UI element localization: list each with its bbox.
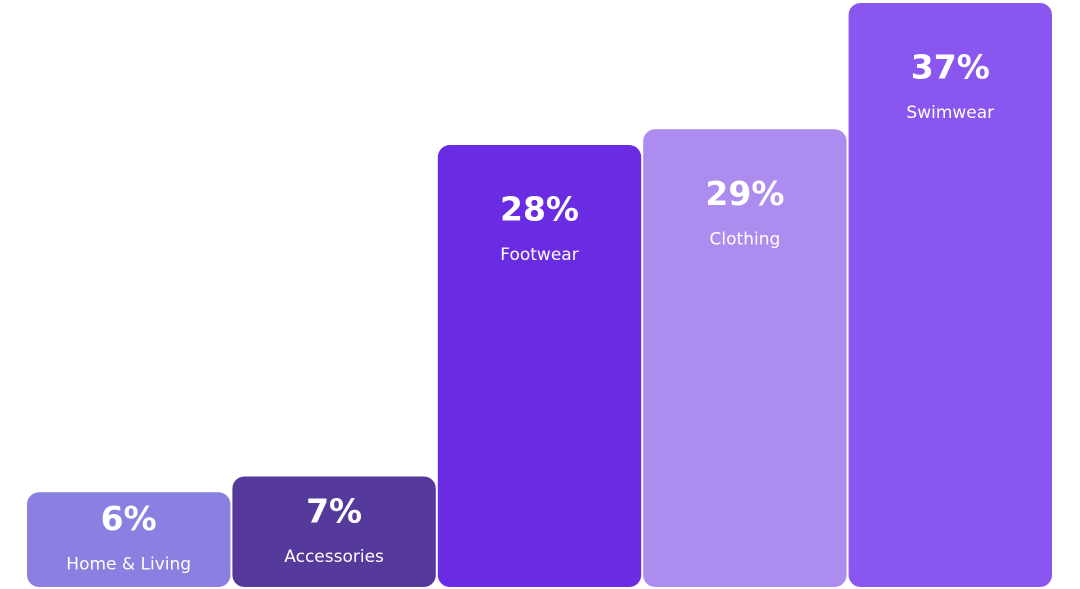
- bar: [232, 476, 436, 587]
- category-label: Swimwear: [906, 103, 994, 123]
- category-label: Clothing: [710, 229, 781, 249]
- value-label: 28%: [500, 190, 579, 229]
- bar: [27, 492, 231, 587]
- category-label: Accessories: [284, 547, 384, 567]
- value-label: 6%: [101, 499, 157, 538]
- bar: [848, 3, 1052, 587]
- value-label: 29%: [705, 174, 784, 213]
- category-label: Footwear: [500, 245, 578, 265]
- bar: [437, 145, 642, 587]
- value-label: 37%: [911, 48, 990, 87]
- value-label: 7%: [306, 491, 362, 530]
- bar: [643, 129, 847, 587]
- category-label: Home & Living: [66, 555, 191, 575]
